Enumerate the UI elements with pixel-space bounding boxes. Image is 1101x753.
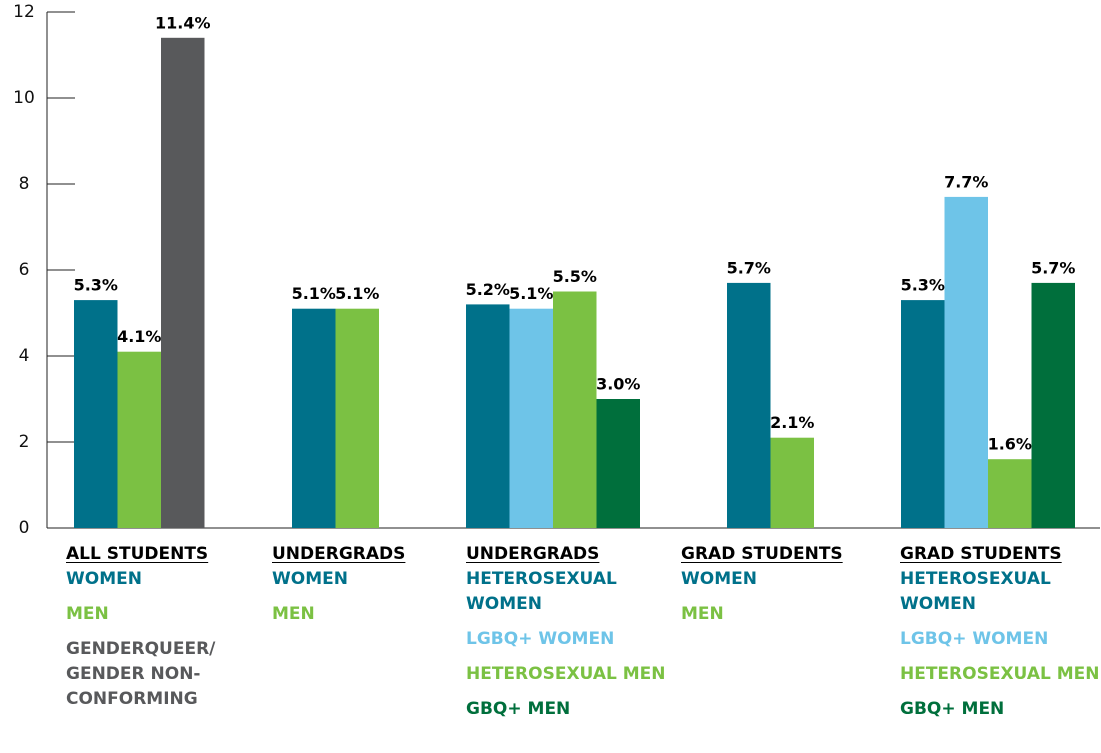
group-labels: GRAD STUDENTS WOMEN MEN (681, 542, 886, 637)
value-label: 5.1% (292, 284, 336, 303)
category-label: HETEROSEXUAL MEN (466, 664, 666, 684)
bar (727, 282, 771, 528)
value-label: 5.7% (727, 258, 771, 277)
bar (117, 351, 161, 528)
value-label: 2.1% (770, 413, 814, 432)
group-title: GRAD STUDENTS (900, 544, 1062, 564)
category-label: LGBQ+ WOMEN (466, 629, 615, 649)
value-label: 7.7% (944, 172, 988, 191)
bar (466, 304, 510, 528)
bar (596, 399, 640, 528)
group-labels: GRAD STUDENTS HETEROSEXUAL WOMEN LGBQ+ WOM… (900, 542, 1101, 732)
y-tick-label: 8 (19, 174, 30, 194)
y-tick-label: 6 (19, 260, 30, 280)
value-label: 3.0% (596, 375, 640, 394)
category-label: MEN (66, 604, 109, 624)
group-labels: ALL STUDENTS WOMEN MEN GENDERQUEER/ GENDER … (66, 542, 271, 722)
value-label: 5.7% (1031, 258, 1075, 277)
group-labels: UNDERGRADS WOMEN MEN (272, 542, 477, 637)
category-label: WOMEN (66, 569, 142, 589)
y-tick-label: 4 (19, 346, 30, 366)
group-title: GRAD STUDENTS (681, 544, 843, 564)
category-label: HETEROSEXUAL WOMEN (900, 569, 1051, 614)
bar (509, 308, 553, 528)
group-title: UNDERGRADS (466, 544, 600, 564)
category-label: MEN (681, 604, 724, 624)
category-label: GBQ+ MEN (900, 699, 1005, 719)
category-label: GENDERQUEER/ GENDER NON-CONFORMING (66, 639, 216, 709)
y-tick-label: 12 (13, 2, 35, 22)
category-label: MEN (272, 604, 315, 624)
value-label: 4.1% (117, 327, 161, 346)
bar (292, 308, 336, 528)
group-title: UNDERGRADS (272, 544, 406, 564)
bar (335, 308, 379, 528)
y-tick-label: 0 (19, 518, 30, 538)
value-label: 5.3% (74, 276, 118, 295)
value-label: 5.3% (901, 276, 945, 295)
category-label: HETEROSEXUAL WOMEN (466, 569, 617, 614)
y-tick-label: 10 (13, 88, 35, 108)
value-label: 5.1% (335, 284, 379, 303)
bar (553, 291, 597, 528)
value-label: 5.5% (553, 267, 597, 286)
bar (901, 300, 945, 528)
value-label: 5.1% (509, 284, 553, 303)
value-label: 5.2% (466, 280, 510, 299)
category-label: LGBQ+ WOMEN (900, 629, 1049, 649)
group-title: ALL STUDENTS (66, 544, 209, 564)
bar (1031, 282, 1075, 528)
category-label: WOMEN (272, 569, 348, 589)
bar (944, 196, 988, 528)
bar (988, 459, 1032, 528)
value-label: 1.6% (988, 435, 1032, 454)
category-label: GBQ+ MEN (466, 699, 571, 719)
bar (770, 437, 814, 528)
y-tick-label: 2 (19, 432, 30, 452)
category-label: HETEROSEXUAL MEN (900, 664, 1100, 684)
value-label: 11.4% (155, 13, 211, 32)
bar (161, 37, 205, 529)
category-label: WOMEN (681, 569, 757, 589)
bar (74, 300, 118, 528)
group-labels: UNDERGRADS HETEROSEXUAL WOMEN LGBQ+ WOMEN H… (466, 542, 671, 732)
